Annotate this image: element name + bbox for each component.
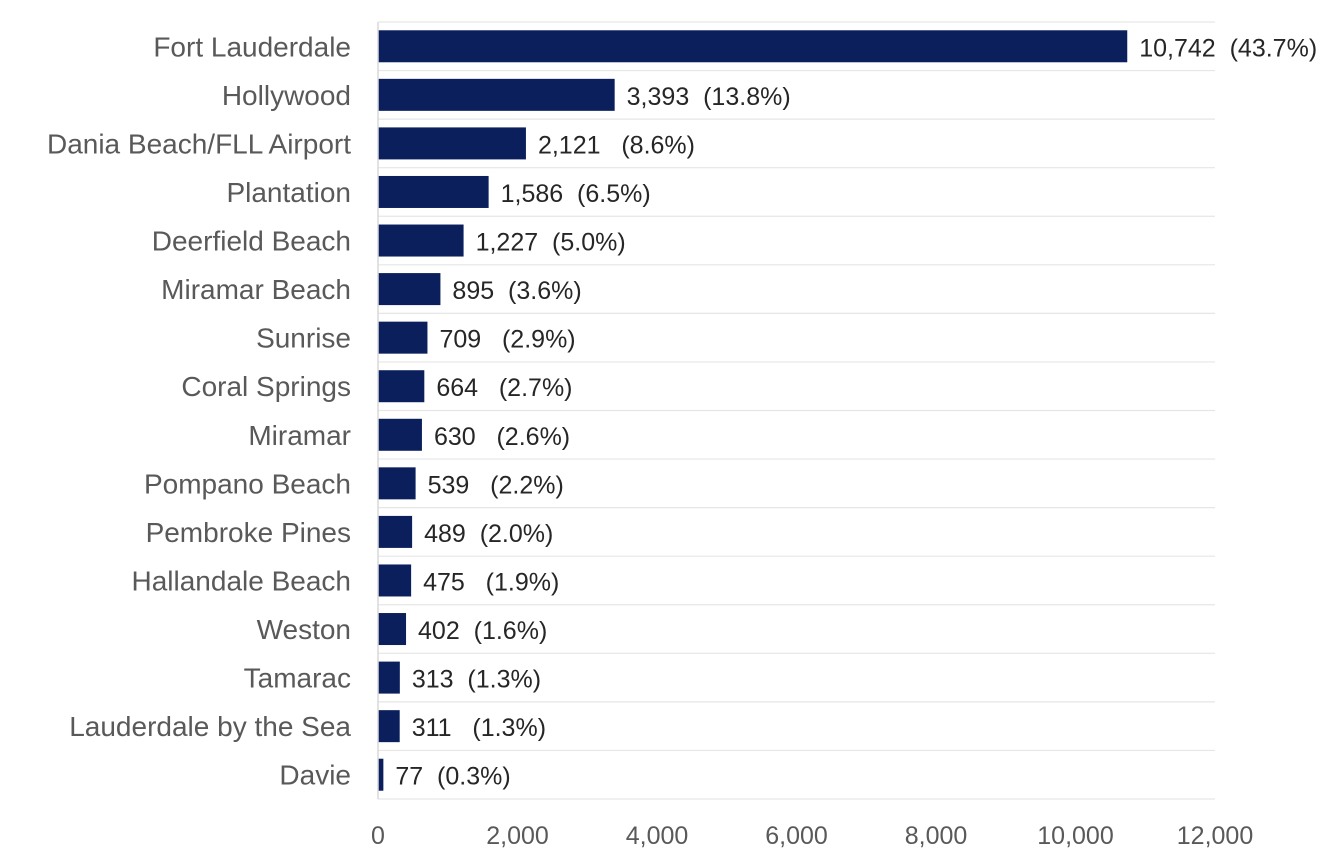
x-tick-label: 10,000 [1037, 822, 1113, 850]
category-label: Plantation [226, 177, 351, 208]
category-label: Pembroke Pines [146, 517, 351, 548]
bar [378, 30, 1128, 63]
x-tick-label: 0 [371, 822, 385, 850]
category-label: Hollywood [222, 80, 351, 111]
bar [378, 273, 441, 306]
data-labels: 10,742 (43.7%) 3,393 (13.8%) 2,121 (8.6%) 1… [395, 34, 1317, 790]
bar [378, 127, 526, 160]
x-tick-label: 2,000 [486, 822, 549, 850]
bar [378, 175, 489, 208]
category-label: Fort Lauderdale [153, 31, 351, 62]
bar [378, 515, 413, 548]
x-tick-label: 6,000 [765, 822, 828, 850]
category-label: Lauderdale by the Sea [69, 711, 351, 742]
bar [378, 758, 384, 791]
x-tick-label: 4,000 [626, 822, 689, 850]
category-label: Hallandale Beach [132, 565, 352, 596]
bar [378, 467, 416, 500]
bar [378, 418, 422, 451]
category-label: Miramar Beach [161, 274, 351, 305]
data-label: 3,393 (13.8%) [627, 83, 791, 111]
category-label: Tamarac [244, 663, 351, 694]
x-tick-label: 12,000 [1177, 822, 1253, 850]
category-label: Miramar [248, 420, 351, 451]
data-label: 489 (2.0%) [424, 520, 553, 548]
category-label: Davie [279, 760, 351, 791]
category-labels: Fort Lauderdale Hollywood Dania Beach/FLL … [47, 31, 351, 790]
bar [378, 78, 615, 111]
x-axis-tick-labels: 0 2,000 4,000 6,000 8,000 10,000 12,000 [371, 822, 1253, 850]
category-label: Weston [257, 614, 351, 645]
data-label: 1,227 (5.0%) [476, 229, 626, 257]
data-label: 895 (3.6%) [452, 277, 581, 305]
data-label: 630 (2.6%) [434, 423, 570, 451]
bar [378, 661, 400, 694]
bars [378, 30, 1128, 791]
bar [378, 613, 407, 646]
data-label: 664 (2.7%) [436, 374, 572, 402]
bar [378, 321, 428, 354]
category-label: Dania Beach/FLL Airport [47, 128, 351, 159]
data-label: 402 (1.6%) [418, 617, 547, 645]
bar [378, 710, 400, 743]
data-label: 2,121 (8.6%) [538, 131, 695, 159]
data-label: 10,742 (43.7%) [1139, 34, 1317, 62]
bar [378, 370, 425, 403]
data-label: 311 (1.3%) [412, 714, 546, 742]
category-label: Coral Springs [181, 371, 351, 402]
data-label: 77 (0.3%) [395, 763, 510, 791]
gridlines [378, 21, 1215, 800]
category-label: Deerfield Beach [152, 226, 351, 257]
bar [378, 224, 464, 257]
data-label: 539 (2.2%) [428, 471, 564, 499]
bar [378, 564, 412, 597]
x-tick-label: 8,000 [905, 822, 968, 850]
category-label: Pompano Beach [144, 468, 351, 499]
data-label: 313 (1.3%) [412, 666, 541, 694]
category-label: Sunrise [256, 323, 351, 354]
data-label: 709 (2.9%) [439, 326, 575, 354]
data-label: 1,586 (6.5%) [501, 180, 651, 208]
data-label: 475 (1.9%) [423, 568, 559, 596]
